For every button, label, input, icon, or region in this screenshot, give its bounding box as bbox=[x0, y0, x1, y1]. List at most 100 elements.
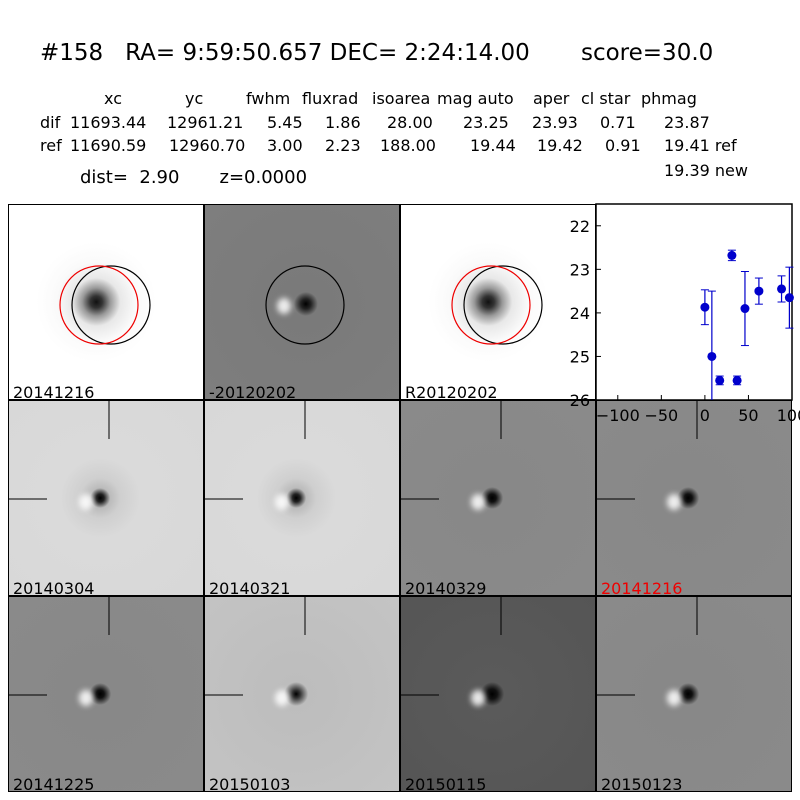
table-cell: 5.45 bbox=[267, 113, 303, 132]
table-header-2: fwhm bbox=[246, 89, 291, 108]
table-cell: 28.00 bbox=[387, 113, 433, 132]
table-cell: 0.71 bbox=[600, 113, 636, 132]
table-cell: 1.86 bbox=[325, 113, 361, 132]
table-cell: 188.00 bbox=[380, 136, 436, 155]
table-new-mag: 19.39 new bbox=[664, 161, 748, 180]
stamp-overlay bbox=[401, 597, 502, 696]
table-cell: 11693.44 bbox=[70, 113, 147, 132]
stamp-overlay bbox=[265, 265, 345, 345]
residual-blob bbox=[471, 494, 485, 510]
table-cell: 23.93 bbox=[532, 113, 578, 132]
stamp-panel: 20150103 bbox=[204, 596, 400, 792]
table-cell: 23.87 bbox=[664, 113, 710, 132]
table-header-4: isoarea bbox=[372, 89, 431, 108]
residual-blob bbox=[275, 494, 289, 510]
table-cell: 23.25 bbox=[463, 113, 509, 132]
residual-blob bbox=[667, 494, 681, 510]
candidate-coords: RA= 9:59:50.657 DEC= 2:24:14.00 bbox=[125, 40, 530, 66]
data-point bbox=[732, 375, 742, 385]
stamp-date-label: R20120202 bbox=[405, 383, 498, 400]
table-header-6: aper bbox=[533, 89, 570, 108]
stamp-overlay bbox=[597, 401, 698, 500]
residual-blob bbox=[79, 494, 93, 510]
dist-line: dist= 2.90 z=0.0000 bbox=[80, 167, 308, 188]
residual-blob bbox=[275, 690, 289, 706]
residual-blob bbox=[277, 298, 291, 314]
stamp-date-label: 20140329 bbox=[405, 579, 487, 596]
aperture-circle bbox=[71, 265, 151, 345]
x-tick-label: 100 bbox=[777, 406, 800, 425]
stamp-overlay bbox=[401, 401, 502, 500]
candidate-score: score=30.0 bbox=[580, 40, 714, 66]
table-cell: 11690.59 bbox=[70, 136, 147, 155]
stamp-overlay bbox=[9, 401, 110, 500]
residual-blob bbox=[79, 690, 93, 706]
stamp-panel: 20141216 bbox=[8, 204, 204, 400]
table-cell: 0.91 bbox=[605, 136, 641, 155]
data-point bbox=[700, 302, 710, 312]
stamp-overlay bbox=[59, 265, 151, 345]
y-tick-label: 26 bbox=[570, 391, 590, 410]
table-cell: 19.41 ref bbox=[664, 136, 737, 155]
x-tick-label: 50 bbox=[738, 406, 758, 425]
stamp-panel: -20120202 bbox=[204, 204, 400, 400]
stamp-panel: 20140329 bbox=[400, 400, 596, 596]
stamp-date-label: 20140304 bbox=[13, 579, 95, 596]
table-header-0: xc bbox=[104, 89, 122, 108]
table-cell: 3.00 bbox=[267, 136, 303, 155]
stamp-overlay bbox=[9, 597, 110, 696]
stamp-date-label: 20150115 bbox=[405, 775, 487, 792]
data-point bbox=[754, 286, 764, 296]
y-tick-label: 24 bbox=[570, 304, 590, 323]
stamp-overlay bbox=[205, 401, 306, 500]
candidate-title: #158 RA= 9:59:50.657 DEC= 2:24:14.00 sco… bbox=[40, 40, 713, 66]
data-point bbox=[715, 375, 725, 385]
data-point bbox=[740, 304, 750, 314]
stamp-panel: 20150123 bbox=[596, 596, 792, 792]
table-cell: 19.42 bbox=[537, 136, 583, 155]
table-row-name: dif bbox=[40, 113, 61, 132]
y-tick-label: 23 bbox=[570, 260, 590, 279]
stamp-date-label: 20141216 bbox=[601, 579, 683, 596]
stamp-overlay bbox=[597, 597, 698, 696]
stamp-overlay bbox=[451, 265, 543, 345]
stamp-panel: 20140304 bbox=[8, 400, 204, 596]
table-cell: 12960.70 bbox=[169, 136, 246, 155]
table-header-8: phmag bbox=[641, 89, 697, 108]
table-header-1: yc bbox=[185, 89, 204, 108]
candidate-id: #158 bbox=[40, 40, 104, 66]
y-tick-label: 22 bbox=[570, 217, 590, 236]
data-point bbox=[707, 351, 717, 361]
x-tick-label: 0 bbox=[700, 406, 710, 425]
stamp-date-label: 20150123 bbox=[601, 775, 683, 792]
table-header-5: mag auto bbox=[437, 89, 514, 108]
stamp-date-label: -20120202 bbox=[209, 383, 297, 400]
aperture-circle bbox=[265, 265, 345, 345]
stamp-panel: 20150115 bbox=[400, 596, 596, 792]
stamp-date-label: 20140321 bbox=[209, 579, 291, 596]
table-header-7: cl star bbox=[581, 89, 631, 108]
table-cell: 12961.21 bbox=[167, 113, 244, 132]
aperture-circle bbox=[463, 265, 543, 345]
ref-aperture-circle bbox=[451, 265, 531, 345]
stamp-panel: R20120202 bbox=[400, 204, 596, 400]
x-tick-label: −100 bbox=[596, 406, 640, 425]
residual-blob bbox=[471, 690, 485, 706]
plot-frame bbox=[595, 203, 793, 401]
stamp-panel: 20141216 bbox=[596, 400, 792, 596]
light-curve-chart: 22 23 24 25 26 −100−50 0 50 100 bbox=[570, 203, 800, 425]
ref-aperture-circle bbox=[59, 265, 139, 345]
stamp-date-label: 20141225 bbox=[13, 775, 95, 792]
table-row-name: ref bbox=[40, 136, 62, 155]
y-tick-label: 25 bbox=[570, 347, 590, 366]
table-header-3: fluxrad bbox=[302, 89, 359, 108]
data-point bbox=[784, 293, 794, 303]
stamp-panel: 20140321 bbox=[204, 400, 400, 596]
data-point bbox=[777, 284, 787, 294]
stamp-panel: 20141225 bbox=[8, 596, 204, 792]
table-cell: 19.44 bbox=[470, 136, 516, 155]
x-tick-label: −50 bbox=[644, 406, 678, 425]
residual-blob bbox=[667, 690, 681, 706]
stamp-date-label: 20141216 bbox=[13, 383, 95, 400]
data-point bbox=[727, 250, 737, 260]
